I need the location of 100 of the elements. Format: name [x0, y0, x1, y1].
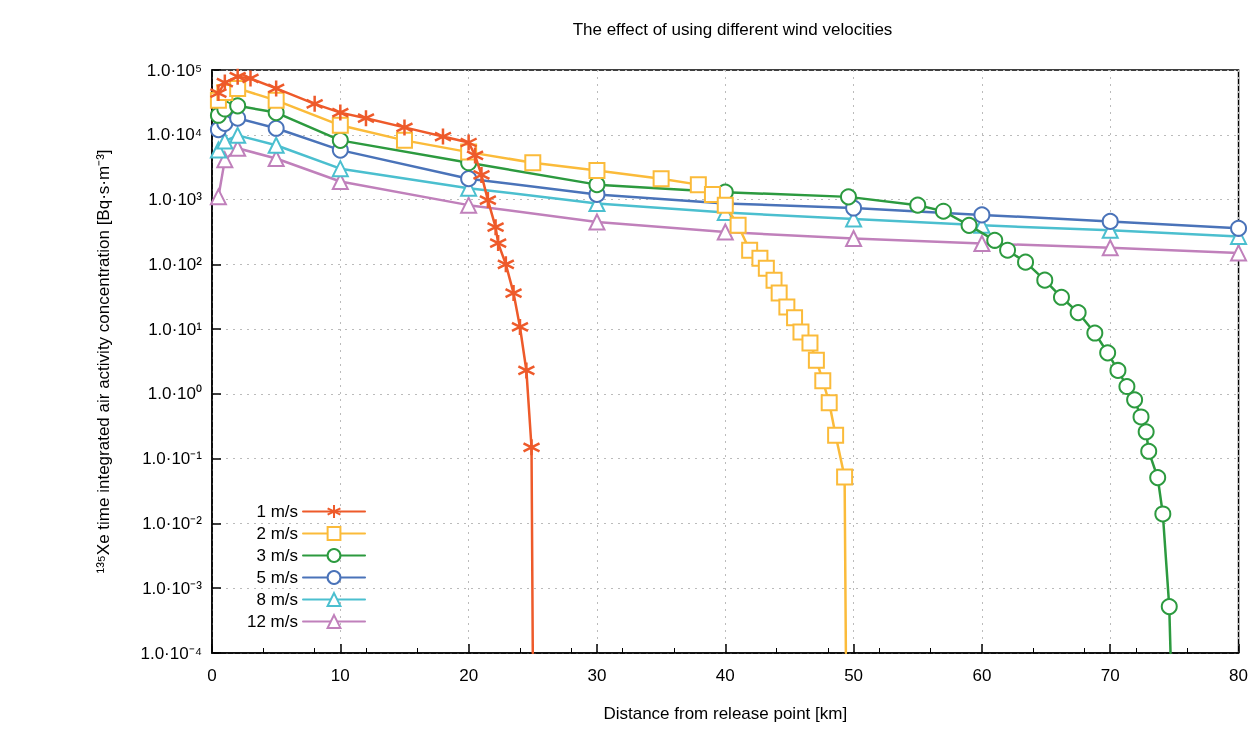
- point: [331, 131, 349, 149]
- point: [1069, 304, 1087, 322]
- x-axis-title: Distance from release point [km]: [603, 704, 848, 723]
- legend-label: 2 m/s: [256, 524, 299, 543]
- point: [729, 216, 747, 234]
- point: [1099, 344, 1117, 362]
- point: [807, 351, 825, 369]
- point: [827, 426, 845, 444]
- point: [459, 133, 478, 152]
- point: [486, 217, 505, 237]
- legend-label: 1 m/s: [256, 502, 299, 521]
- point: [305, 94, 324, 114]
- y-tick-label: 1.0·10⁻³: [142, 578, 203, 598]
- point: [433, 127, 453, 146]
- point: [786, 309, 804, 327]
- point: [820, 394, 838, 412]
- chart-title: The effect of using different wind velocities: [572, 20, 893, 39]
- point: [934, 202, 952, 220]
- x-tick-label: 20: [459, 666, 479, 685]
- point: [588, 213, 606, 231]
- point: [1118, 378, 1136, 395]
- y-tick-label: 1.0·10³: [148, 190, 203, 210]
- x-tick-label: 70: [1100, 666, 1120, 685]
- point: [331, 160, 349, 178]
- x-tick-label: 30: [587, 666, 607, 685]
- legend-label: 8 m/s: [256, 590, 299, 609]
- point: [986, 231, 1004, 249]
- point: [909, 196, 927, 214]
- point: [267, 91, 285, 109]
- point: [395, 131, 413, 149]
- point: [1160, 598, 1178, 616]
- point: [999, 241, 1017, 259]
- point: [517, 361, 536, 380]
- point: [215, 73, 235, 92]
- point: [510, 317, 530, 337]
- point: [266, 79, 286, 98]
- point: [460, 170, 478, 188]
- legend-label: 3 m/s: [256, 546, 299, 565]
- point: [1036, 271, 1054, 289]
- y-tick-label: 1.0·10⁻¹: [142, 449, 203, 469]
- legend-label: 5 m/s: [256, 568, 299, 587]
- point: [960, 216, 978, 234]
- y-tick-label: 1.0·10²: [148, 254, 203, 274]
- point: [1052, 288, 1070, 306]
- point: [1109, 361, 1127, 379]
- point: [1017, 253, 1035, 271]
- point: [1126, 391, 1144, 409]
- point: [395, 118, 414, 137]
- y-tick-label: 1.0·10¹: [148, 319, 203, 339]
- point: [1101, 239, 1119, 257]
- x-tick-label: 80: [1229, 666, 1249, 685]
- y-tick-label: 1.0·10⁴: [146, 125, 202, 145]
- x-tick-label: 0: [207, 666, 217, 685]
- point: [524, 154, 542, 172]
- point: [241, 69, 260, 88]
- point: [588, 162, 606, 180]
- point: [472, 165, 491, 185]
- point: [331, 116, 349, 134]
- x-tick-label: 10: [330, 666, 350, 685]
- point: [1086, 324, 1104, 342]
- point: [267, 119, 285, 137]
- x-tick-label: 40: [715, 666, 735, 685]
- point: [229, 126, 247, 144]
- point: [836, 468, 854, 486]
- point: [689, 176, 707, 194]
- point: [331, 103, 350, 122]
- point: [522, 438, 541, 457]
- point: [703, 185, 721, 203]
- point: [478, 190, 498, 210]
- point: [216, 132, 234, 150]
- point: [973, 234, 991, 252]
- y-axis-title: ¹³⁵Xe time integrated air activity concentration [Bq·s·m⁻³]: [94, 149, 113, 574]
- point: [465, 146, 485, 165]
- point: [209, 188, 227, 206]
- point: [1101, 212, 1119, 230]
- point: [1154, 505, 1172, 523]
- point: [356, 108, 376, 128]
- point: [839, 188, 857, 206]
- point: [488, 233, 508, 253]
- point: [460, 196, 478, 214]
- y-tick-label: 1.0·10⁻⁴: [140, 643, 202, 663]
- point: [496, 255, 516, 274]
- point: [1230, 244, 1248, 262]
- point: [716, 223, 734, 241]
- y-tick-label: 1.0·10⁻²: [142, 513, 203, 533]
- point: [229, 97, 247, 115]
- y-tick-label: 1.0·10⁰: [147, 384, 202, 404]
- point: [845, 230, 863, 248]
- point: [504, 283, 523, 303]
- x-tick-label: 50: [844, 666, 864, 685]
- x-tick-label: 60: [972, 666, 992, 685]
- point: [267, 136, 285, 154]
- point: [652, 170, 670, 188]
- point: [973, 206, 991, 224]
- legend-label: 12 m/s: [246, 612, 299, 631]
- point: [1140, 442, 1158, 460]
- point: [1137, 423, 1155, 441]
- point: [814, 372, 832, 390]
- point: [1230, 219, 1248, 237]
- point: [1149, 469, 1167, 487]
